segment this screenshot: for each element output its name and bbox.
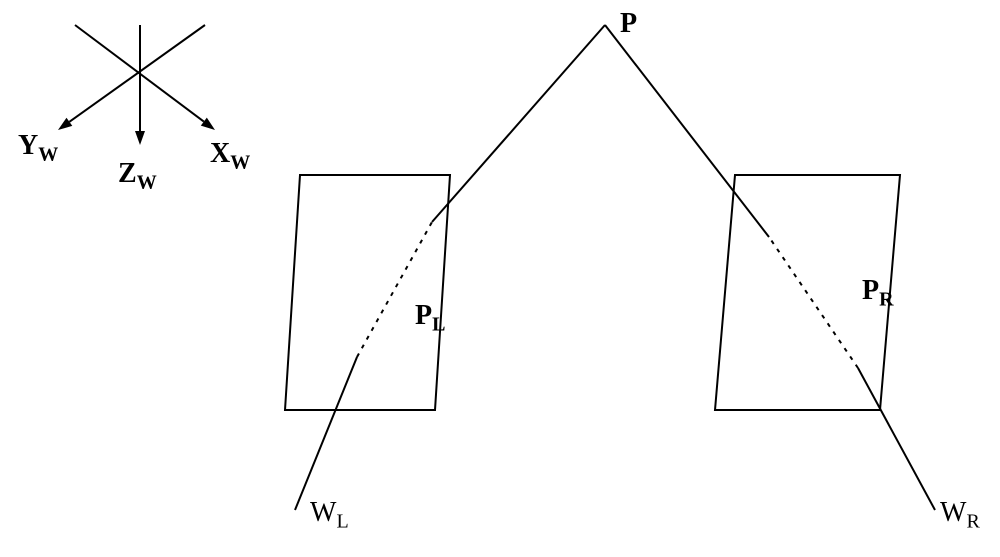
label-P-main: P	[620, 8, 637, 39]
label-WR-main: W	[940, 497, 966, 528]
label-Yw-main: Y	[18, 130, 38, 161]
label-PR-sub: R	[879, 289, 893, 311]
label-Zw-main: Z	[118, 158, 137, 189]
axis-y-head	[58, 118, 72, 130]
label-Yw: YW	[18, 130, 58, 167]
label-WL-main: W	[310, 497, 336, 528]
diagram-svg	[0, 0, 1000, 557]
label-Xw-sub: W	[230, 152, 250, 174]
label-WR-sub: R	[966, 511, 979, 533]
right-ray-inside-plane	[769, 237, 858, 368]
label-Yw-sub: W	[38, 144, 58, 166]
axis-z-head	[135, 131, 145, 145]
left-ray-inside-plane	[357, 222, 432, 357]
label-PL-main: P	[415, 300, 432, 331]
label-P: P	[620, 8, 637, 40]
label-PR-main: P	[862, 275, 879, 306]
right-ray-outer-lower	[858, 368, 935, 510]
label-Xw: XW	[210, 138, 250, 175]
label-PR: PR	[862, 275, 894, 312]
left-image-plane	[285, 175, 450, 410]
label-WL-sub: L	[336, 511, 348, 533]
label-PL: PL	[415, 300, 445, 337]
label-WR: WR	[940, 497, 980, 534]
left-ray-outer-upper	[432, 25, 605, 222]
label-Zw-sub: W	[137, 172, 157, 194]
label-Zw: ZW	[118, 158, 157, 195]
right-ray-outer-upper	[605, 25, 769, 237]
left-ray-outer-lower	[295, 357, 357, 510]
label-PL-sub: L	[432, 314, 445, 336]
label-Xw-main: X	[210, 138, 230, 169]
label-WL: WL	[310, 497, 349, 534]
axis-x-head	[201, 118, 215, 130]
